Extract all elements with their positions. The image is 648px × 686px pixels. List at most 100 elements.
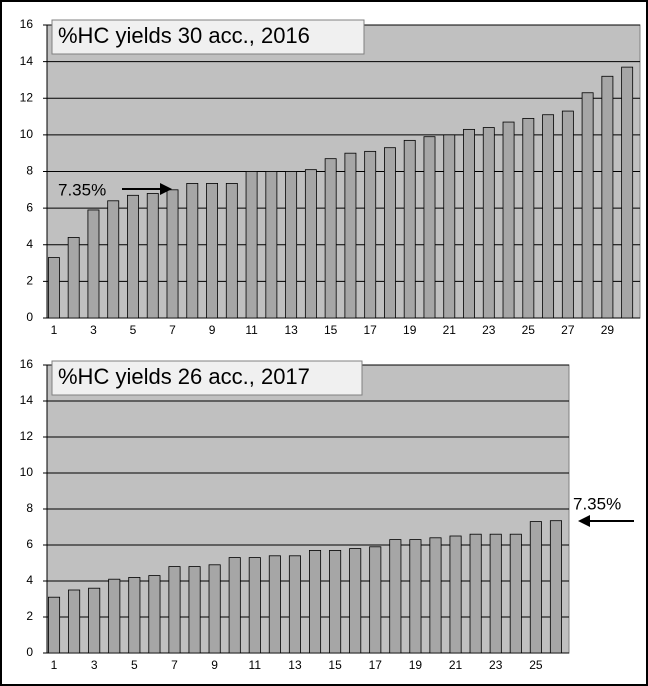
- bar: [549, 520, 562, 654]
- bar: [561, 110, 574, 319]
- x-tick-label: 21: [449, 658, 463, 672]
- bar: [329, 550, 342, 654]
- bar: [509, 533, 522, 654]
- bar: [265, 171, 278, 319]
- y-tick-label: 2: [26, 609, 33, 623]
- bar: [48, 596, 61, 654]
- x-tick-label: 19: [403, 323, 417, 337]
- bar: [68, 589, 81, 654]
- bar: [186, 183, 199, 319]
- bar: [285, 171, 298, 319]
- bar: [288, 555, 301, 654]
- x-tick-label: 17: [364, 323, 378, 337]
- bar: [542, 114, 555, 319]
- x-tick-label: 9: [209, 323, 216, 337]
- title-box: [51, 360, 363, 396]
- bar: [168, 566, 181, 654]
- y-tick-label: 14: [20, 393, 34, 407]
- bar: [208, 564, 221, 654]
- chart-title: %HC yields 26 acc., 2017: [58, 364, 310, 389]
- x-tick-label: 21: [443, 323, 457, 337]
- bar: [146, 193, 159, 319]
- bar: [469, 533, 482, 654]
- bar: [601, 75, 614, 319]
- bar: [349, 548, 362, 654]
- bar: [423, 136, 436, 319]
- y-tick-label: 14: [20, 54, 34, 68]
- x-tick-label: 13: [288, 658, 302, 672]
- x-tick-label: 17: [369, 658, 383, 672]
- bar: [364, 150, 377, 319]
- x-tick-label: 7: [171, 658, 178, 672]
- x-tick-label: 9: [211, 658, 218, 672]
- arrow-head: [160, 183, 172, 195]
- y-tick-label: 0: [26, 645, 33, 659]
- bar: [482, 127, 495, 319]
- y-tick-label: 0: [26, 310, 33, 324]
- y-tick-label: 6: [26, 537, 33, 551]
- bar: [369, 546, 382, 654]
- bar: [344, 152, 357, 319]
- x-tick-label: 19: [409, 658, 423, 672]
- bar: [268, 555, 281, 654]
- y-tick-label: 12: [20, 90, 34, 104]
- y-tick-label: 10: [20, 127, 34, 141]
- bar: [384, 147, 396, 319]
- bar: [304, 169, 317, 319]
- x-tick-label: 5: [130, 323, 137, 337]
- y-tick-label: 4: [26, 237, 33, 251]
- bar: [88, 587, 101, 654]
- bar: [529, 521, 542, 654]
- bar: [522, 117, 535, 319]
- y-tick-label: 4: [26, 573, 33, 587]
- bar: [228, 557, 241, 654]
- x-tick-label: 13: [284, 323, 298, 337]
- bar: [309, 550, 322, 654]
- x-tick-label: 1: [51, 658, 58, 672]
- x-tick-label: 3: [91, 658, 98, 672]
- x-tick-label: 15: [328, 658, 342, 672]
- y-tick-label: 12: [20, 429, 34, 443]
- y-tick-label: 8: [26, 164, 33, 178]
- bar: [502, 121, 515, 319]
- bar: [107, 200, 120, 319]
- chart-title: %HC yields 30 acc., 2016: [58, 23, 310, 48]
- bar: [148, 575, 161, 654]
- annotation: 7.35%: [58, 180, 106, 199]
- bar: [87, 209, 100, 319]
- x-tick-label: 3: [90, 323, 97, 337]
- annotation: 7.35%: [573, 494, 621, 513]
- bar: [108, 578, 121, 654]
- bar: [248, 557, 261, 654]
- x-tick-label: 7: [169, 323, 176, 337]
- bar: [443, 134, 456, 319]
- y-tick-label: 8: [26, 501, 33, 515]
- arrow-head: [578, 515, 590, 527]
- bar: [127, 194, 139, 319]
- x-tick-label: 23: [489, 658, 503, 672]
- bar: [429, 537, 442, 654]
- x-tick-label: 27: [561, 323, 575, 337]
- bar: [166, 189, 179, 319]
- bar: [463, 128, 475, 319]
- bar: [47, 257, 60, 319]
- y-tick-label: 10: [20, 465, 34, 479]
- x-tick-label: 29: [601, 323, 615, 337]
- x-tick-label: 11: [245, 323, 258, 337]
- x-tick-label: 25: [522, 323, 536, 337]
- x-tick-label: 25: [529, 658, 543, 672]
- bar: [389, 539, 402, 654]
- bar: [403, 139, 416, 319]
- y-tick-label: 16: [20, 357, 34, 371]
- y-tick-label: 2: [26, 274, 33, 288]
- bar: [225, 183, 238, 319]
- x-tick-label: 23: [482, 323, 496, 337]
- x-tick-label: 11: [249, 658, 262, 672]
- bar: [621, 66, 634, 319]
- bar: [245, 171, 258, 319]
- bar: [324, 158, 337, 319]
- y-tick-label: 6: [26, 200, 33, 214]
- bar: [206, 183, 218, 319]
